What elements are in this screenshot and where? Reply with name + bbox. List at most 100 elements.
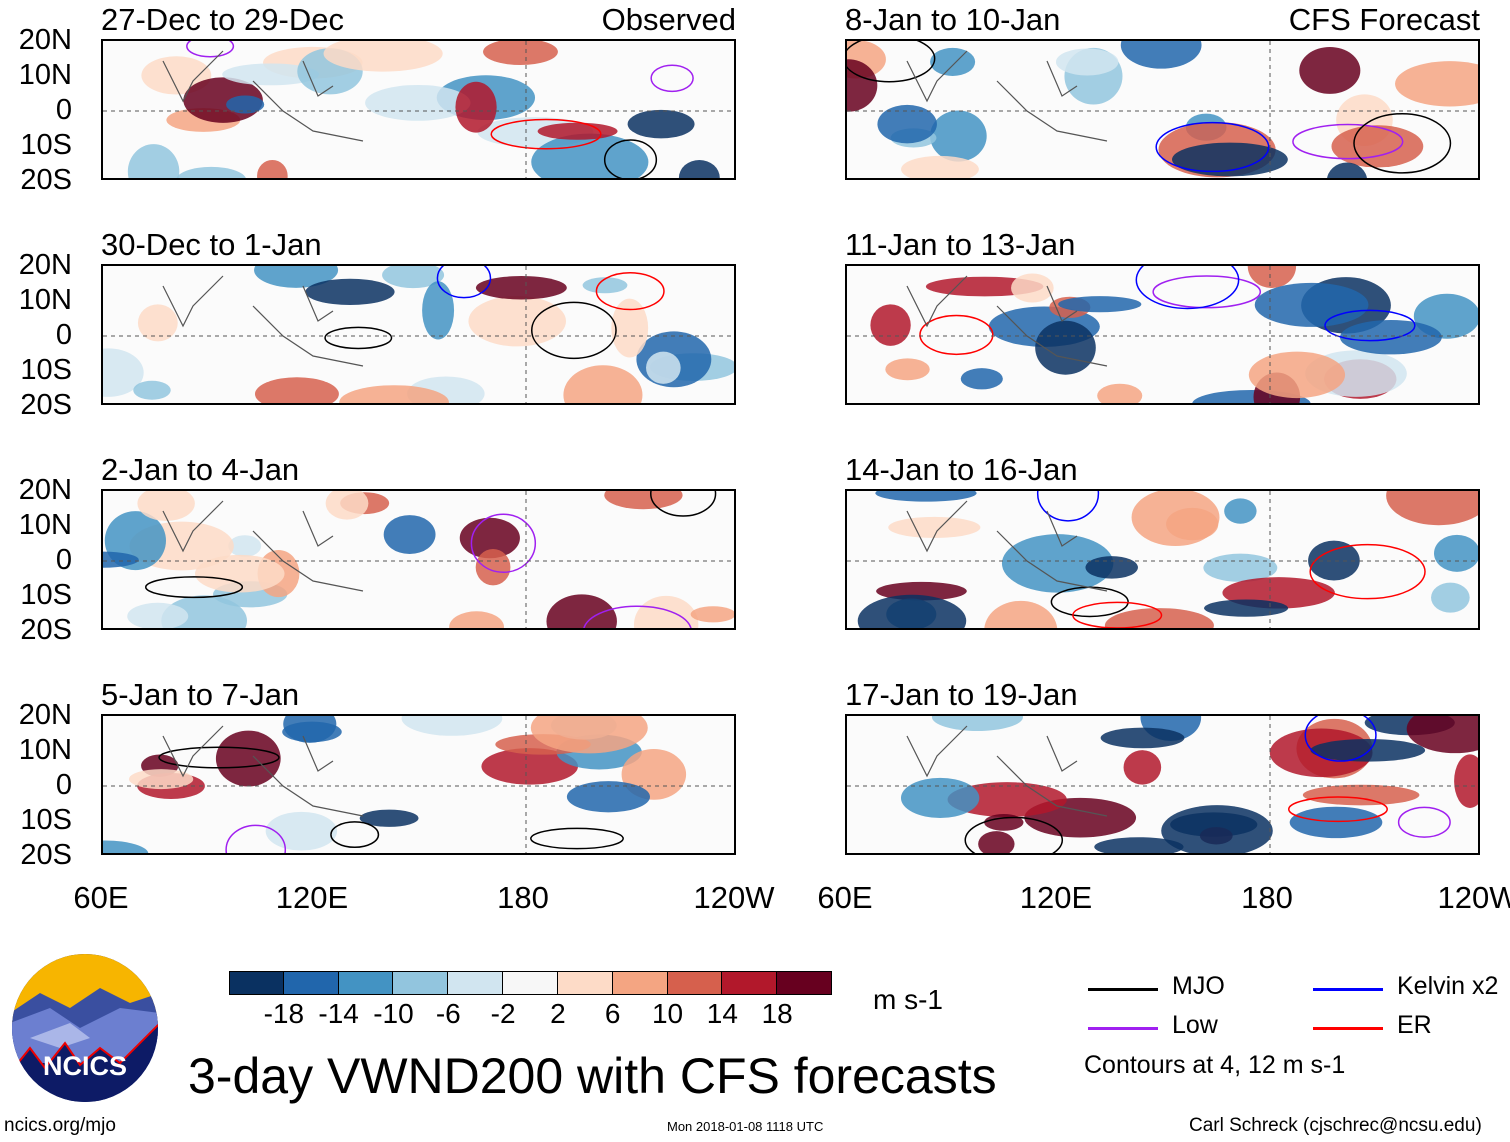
wave-contour xyxy=(1152,275,1262,309)
anomaly-shade xyxy=(633,595,699,628)
lat-tick-label: 0 xyxy=(55,769,72,801)
map-field xyxy=(103,491,734,628)
anomaly-shade xyxy=(1308,540,1360,581)
legend-label: ER xyxy=(1397,1011,1432,1039)
map-panel xyxy=(845,489,1480,630)
wave-contour xyxy=(595,272,665,311)
anomaly-shade xyxy=(1171,142,1288,177)
anomaly-shade xyxy=(1254,282,1369,327)
anomaly-shade xyxy=(422,281,455,340)
lat-tick-label: 0 xyxy=(55,319,72,351)
wave-contour xyxy=(1304,716,1377,762)
panel-title: 11-Jan to 13-Jan xyxy=(845,227,1076,262)
lat-tick-label: 10S xyxy=(20,129,72,161)
coastline xyxy=(906,50,1108,142)
panel-title: 8-Jan to 10-Jan xyxy=(845,2,1061,37)
anomaly-shade xyxy=(137,491,195,521)
coastline xyxy=(162,275,364,367)
anomaly-shade xyxy=(870,304,911,346)
anomaly-shade xyxy=(530,716,648,754)
colorbar-tick-label: -6 xyxy=(435,998,461,1029)
anomaly-shade xyxy=(103,348,144,397)
colorbar-tick-label: -18 xyxy=(263,998,305,1029)
anomaly-shade xyxy=(1120,41,1202,69)
contour-note: Contours at 4, 12 m s-1 xyxy=(1084,1051,1346,1079)
lat-tick-label: 10S xyxy=(20,579,72,611)
map-field xyxy=(103,266,734,403)
anomaly-shade xyxy=(127,144,180,178)
colorbar-tick-label: 10 xyxy=(651,998,684,1029)
colorbar-tick-label: 18 xyxy=(761,998,793,1029)
wave-contour xyxy=(919,314,994,356)
lat-tick-label: 20S xyxy=(20,614,72,646)
anomaly-shade xyxy=(483,41,558,65)
anomaly-shade xyxy=(481,748,579,785)
wave-contour xyxy=(1036,491,1100,522)
anomaly-shade xyxy=(176,166,246,178)
lat-tick-label: 20S xyxy=(20,839,72,871)
lon-tick-label: 120W xyxy=(1437,880,1510,915)
anomaly-shade xyxy=(947,782,1067,817)
wave-contour xyxy=(158,746,280,769)
legend-label: MJO xyxy=(1172,972,1225,1000)
colorbar-tick-label: 2 xyxy=(550,998,566,1029)
anomaly-shade xyxy=(1248,351,1346,399)
anomaly-shade xyxy=(383,515,436,555)
anomaly-shade xyxy=(646,351,681,384)
lat-tick-label: 10S xyxy=(20,804,72,836)
legend-line-low xyxy=(1088,1027,1158,1030)
wave-contour xyxy=(1353,112,1452,174)
wave-contour xyxy=(964,816,1064,853)
lat-tick-label: 10S xyxy=(20,354,72,386)
anomaly-shade xyxy=(877,104,937,144)
anomaly-shade xyxy=(1058,296,1142,313)
lat-tick-label: 20N xyxy=(18,24,72,56)
wave-contour xyxy=(531,301,617,360)
lon-tick-label: 180 xyxy=(497,880,549,915)
map-panel xyxy=(845,39,1480,180)
lat-tick-label: 10N xyxy=(18,509,72,541)
anomaly-shade xyxy=(195,554,285,593)
anomaly-shade xyxy=(930,47,976,76)
anomaly-shade xyxy=(254,266,339,288)
lat-tick-label: 20N xyxy=(18,699,72,731)
anomaly-shade xyxy=(537,122,618,140)
lat-tick-label: 0 xyxy=(55,94,72,126)
lon-tick-label: 60E xyxy=(73,880,129,915)
anomaly-shade xyxy=(401,716,503,736)
colorbar-swatch xyxy=(777,971,832,995)
wave-contour xyxy=(225,824,287,853)
colorbar-swatch xyxy=(448,971,504,995)
anomaly-shade xyxy=(546,594,617,628)
anomaly-shade xyxy=(339,385,449,403)
wave-contour xyxy=(1309,543,1426,600)
coastline xyxy=(162,725,364,817)
anomaly-shade xyxy=(365,84,471,121)
map-panel xyxy=(101,489,736,630)
colorbar-swatch xyxy=(722,971,778,995)
anomaly-shade xyxy=(1085,556,1138,579)
lon-tick-label: 120W xyxy=(693,880,775,915)
colorbar-tick-label: 6 xyxy=(604,998,621,1029)
map-field xyxy=(847,266,1478,403)
colorbar-swatch xyxy=(667,971,723,995)
chart-title: 3-day VWND200 with CFS forecasts xyxy=(188,1048,997,1104)
anomaly-shade xyxy=(582,277,628,294)
anomaly-shade xyxy=(323,41,443,72)
anomaly-shade xyxy=(129,769,194,790)
anomaly-shade xyxy=(978,831,1015,853)
panel-title: 27-Dec to 29-Dec xyxy=(101,2,344,37)
colorbar-swatch xyxy=(503,971,558,995)
anomaly-shade xyxy=(228,535,262,557)
colorbar-tick-label: -2 xyxy=(490,998,516,1029)
anomaly-shade xyxy=(875,491,977,502)
anomaly-shade xyxy=(103,840,149,853)
anomaly-shade xyxy=(103,551,139,568)
map-panel xyxy=(845,714,1480,855)
anomaly-shade xyxy=(305,278,395,306)
coastline xyxy=(906,275,1108,367)
footer-url[interactable]: ncics.org/mjo xyxy=(4,1115,116,1136)
anomaly-shade xyxy=(226,95,265,114)
anomaly-shade xyxy=(215,730,281,787)
footer-credit: Carl Schreck (cjschrec@ncsu.edu) xyxy=(1189,1115,1482,1136)
